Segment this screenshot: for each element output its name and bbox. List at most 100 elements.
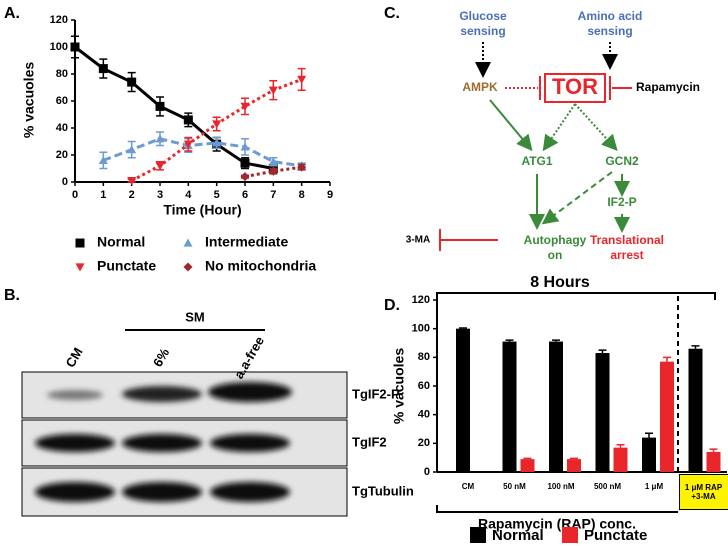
data-point — [155, 162, 165, 171]
legend-label: Punctate — [97, 258, 156, 274]
diagram-node: arrest — [610, 248, 643, 262]
bar — [520, 459, 535, 472]
data-point — [127, 77, 137, 87]
legend-label: Punctate — [584, 527, 647, 544]
y-tick-label: 60 — [418, 380, 430, 392]
data-point — [183, 115, 193, 125]
diagram-node: Amino acid — [578, 9, 643, 23]
x-tick-label: 2 — [129, 189, 135, 201]
x-tick-label: 50 nM — [503, 482, 526, 491]
diagram-node: Rapamycin — [636, 80, 700, 94]
x-tick-label: 5 — [214, 189, 220, 201]
bar — [595, 353, 610, 472]
x-tick-label: 1 — [100, 189, 106, 201]
error-bar — [645, 432, 653, 438]
bar — [660, 361, 674, 472]
diagram-node: 3-MA — [406, 235, 430, 246]
x-tick-label: 1 μM RAP +3-MA — [678, 474, 728, 510]
legend-label: Normal — [492, 527, 544, 544]
legend-swatch — [562, 527, 578, 543]
y-tick-label: 60 — [56, 95, 68, 107]
diagram-node: sensing — [587, 24, 632, 38]
x-tick-label: 6 — [242, 189, 248, 201]
bar-chart-decor — [436, 292, 716, 513]
legend-marker — [183, 262, 193, 272]
data-point — [297, 162, 307, 172]
bar — [567, 459, 581, 472]
error-bar — [459, 327, 467, 329]
y-tick-label: 20 — [56, 149, 68, 161]
blot-image — [21, 329, 348, 517]
x-tick-label: 3 — [157, 189, 163, 201]
data-point — [297, 75, 307, 84]
error-bar — [598, 349, 607, 354]
diagram-node: GCN2 — [605, 154, 639, 168]
panel-label: C. — [384, 5, 400, 22]
data-point — [240, 158, 250, 168]
bar — [456, 328, 470, 472]
data-point — [70, 42, 80, 52]
pathway-arrows — [439, 42, 632, 251]
diagram-node: Translational — [590, 233, 664, 247]
data-point — [155, 101, 165, 111]
blot-group-label: SM — [185, 309, 205, 324]
x-tick-label: 0 — [72, 189, 78, 201]
data-point — [240, 142, 250, 151]
data-line — [102, 137, 302, 168]
error-bar — [570, 457, 578, 460]
diagram-node: IF2-P — [607, 195, 636, 209]
diagram-node: TOR — [552, 74, 598, 99]
x-tick-label: 7 — [270, 189, 276, 201]
diagram-node: on — [548, 248, 563, 262]
diagram-node: AMPK — [462, 80, 498, 94]
legend-marker — [75, 263, 85, 272]
data-point — [212, 120, 222, 129]
legend-swatch — [470, 527, 486, 543]
y-tick-label: 120 — [50, 14, 68, 26]
error-bar — [523, 457, 532, 460]
y-tick-label: 40 — [418, 409, 430, 421]
error-bar — [709, 448, 718, 452]
bar — [613, 447, 628, 472]
x-axis-label: Time (Hour) — [163, 202, 241, 218]
data-point — [155, 134, 165, 143]
y-tick-label: 0 — [424, 466, 430, 478]
blot-row-label: TgTubulin — [352, 483, 414, 498]
blot-lane-label: 6% — [150, 345, 173, 369]
legend-label: Intermediate — [205, 234, 288, 250]
y-tick-label: 100 — [50, 41, 68, 53]
error-bar — [616, 444, 625, 448]
y-tick-label: 40 — [56, 122, 68, 134]
x-tick-label: 8 — [299, 189, 305, 201]
bar — [706, 451, 721, 472]
legend-marker — [75, 238, 85, 248]
x-tick-label: 1 μM — [645, 482, 664, 491]
data-point — [268, 157, 278, 166]
data-point — [212, 138, 222, 147]
diagram-node: Glucose — [459, 9, 507, 23]
error-bar — [663, 356, 671, 362]
bar — [502, 341, 517, 472]
data-point — [98, 64, 108, 74]
data-point — [127, 177, 137, 186]
diagram-node: ATG1 — [521, 154, 552, 168]
error-bar — [691, 345, 700, 349]
x-tick-label: CM — [462, 482, 475, 491]
x-tick-label: 100 nM — [547, 482, 574, 491]
y-tick-label: 80 — [56, 68, 68, 80]
panel-label: B. — [4, 287, 20, 304]
blot-row-label: TgIF2 — [352, 434, 387, 449]
x-axis-label: Rapamycin (RAP) conc. — [478, 516, 636, 532]
blot-row-label: TgIF2-P — [352, 386, 400, 401]
chart-title: 8 Hours — [530, 274, 590, 291]
data-point — [240, 102, 250, 111]
bar — [688, 348, 703, 472]
x-tick-label: 9 — [327, 189, 333, 201]
diagram-node: sensing — [460, 24, 505, 38]
bar — [642, 437, 656, 472]
panel-label: A. — [4, 5, 20, 22]
data-point — [240, 172, 250, 182]
x-tick-label: 500 nM — [594, 482, 621, 491]
data-point — [183, 140, 193, 149]
